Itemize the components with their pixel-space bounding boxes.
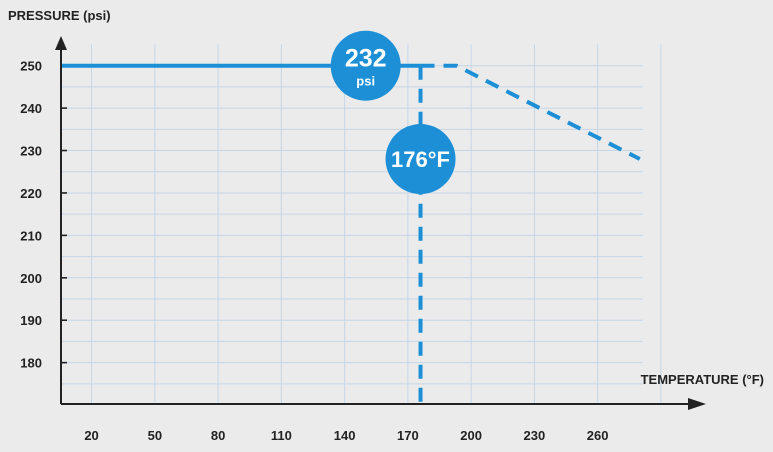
y-tick-label: 220 — [20, 186, 42, 201]
annotation-badge — [330, 30, 401, 101]
series-layer — [61, 63, 641, 404]
annotation-badge — [385, 124, 456, 195]
y-tick-label: 200 — [20, 271, 42, 286]
grid — [61, 44, 662, 404]
x-tick-labels: 20 50 80 110 140 170 200 230 260 — [84, 428, 608, 443]
y-tick-label: 180 — [20, 356, 42, 371]
y-tick-label: 230 — [20, 144, 42, 159]
y-axis-arrow-icon — [55, 36, 67, 50]
axes — [55, 36, 706, 410]
x-axis-title: TEMPERATURE (°F) — [641, 372, 764, 387]
badge-value: 232 — [345, 45, 387, 73]
y-tick-label: 250 — [20, 59, 42, 74]
y-tick-label: 240 — [20, 101, 42, 116]
badge-unit: psi — [356, 74, 375, 89]
x-tick-label: 140 — [334, 428, 356, 443]
y-tick-label: 210 — [20, 228, 42, 243]
x-tick-label: 200 — [460, 428, 482, 443]
x-tick-label: 260 — [587, 428, 609, 443]
series-line-dashed — [420, 63, 641, 161]
x-tick-label: 230 — [524, 428, 546, 443]
x-tick-label: 110 — [271, 428, 292, 443]
x-axis-arrow-icon — [688, 398, 706, 410]
x-tick-label: 50 — [148, 428, 162, 443]
badge-value: 176°F — [391, 147, 450, 172]
x-tick-label: 80 — [211, 428, 225, 443]
y-tick-label: 190 — [20, 313, 42, 328]
y-axis-title: PRESSURE (psi) — [8, 8, 111, 23]
x-tick-label: 170 — [397, 428, 419, 443]
y-tick-labels: 250 240 230 220 210 200 190 180 — [20, 59, 42, 371]
x-tick-label: 20 — [84, 428, 98, 443]
